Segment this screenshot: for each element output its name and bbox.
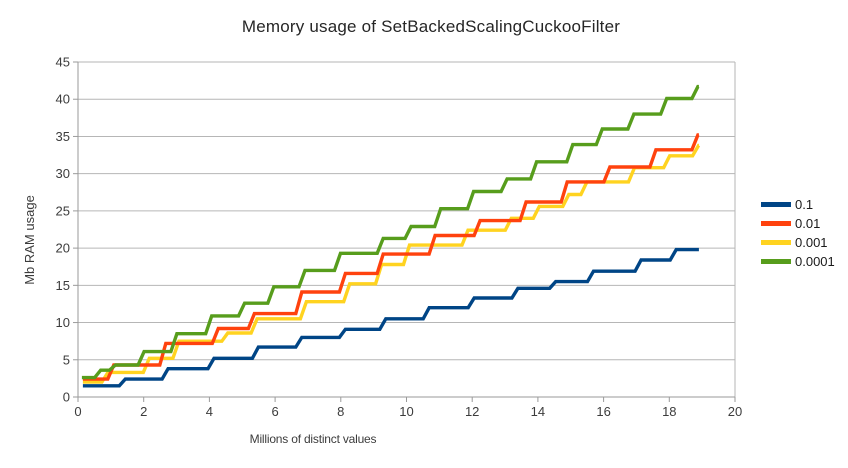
- series-line-0.0001: [81, 84, 700, 380]
- legend-item: 0.0001: [761, 254, 835, 269]
- svg-text:45: 45: [56, 55, 70, 70]
- legend-item: 0.001: [761, 235, 835, 250]
- legend-label: 0.0001: [795, 254, 835, 269]
- svg-text:25: 25: [56, 203, 70, 218]
- svg-text:6: 6: [271, 404, 278, 419]
- chart-title: Memory usage of SetBackedScalingCuckooFi…: [241, 17, 621, 36]
- legend-label: 0.1: [795, 197, 814, 212]
- legend-item: 0.01: [761, 216, 835, 231]
- svg-text:40: 40: [56, 92, 70, 107]
- tick-marks: [73, 61, 736, 402]
- series-line-0.1: [82, 247, 699, 388]
- svg-text:20: 20: [56, 241, 70, 256]
- svg-text:18: 18: [662, 404, 676, 419]
- svg-text:0: 0: [74, 404, 81, 419]
- svg-text:2: 2: [140, 404, 147, 419]
- svg-text:10: 10: [399, 404, 413, 419]
- svg-text:12: 12: [465, 404, 479, 419]
- legend-swatch-0.0001: [761, 259, 791, 264]
- svg-text:10: 10: [56, 315, 70, 330]
- svg-text:15: 15: [56, 278, 70, 293]
- legend-label: 0.001: [795, 235, 828, 250]
- legend-swatch-0.001: [761, 240, 791, 245]
- svg-text:20: 20: [728, 404, 742, 419]
- x-axis-title: Millions of distinct values: [249, 432, 377, 446]
- legend: 0.1 0.01 0.001 0.0001: [761, 197, 835, 269]
- legend-item: 0.1: [761, 197, 835, 212]
- svg-text:4: 4: [206, 404, 213, 419]
- svg-text:8: 8: [337, 404, 344, 419]
- svg-text:30: 30: [56, 166, 70, 181]
- series-line-0.001: [82, 143, 701, 384]
- series-line-0.01: [82, 133, 700, 381]
- svg-text:14: 14: [531, 404, 545, 419]
- svg-text:0: 0: [63, 390, 70, 405]
- legend-swatch-0.01: [761, 221, 791, 226]
- svg-text:16: 16: [596, 404, 610, 419]
- legend-label: 0.01: [795, 216, 821, 231]
- svg-text:5: 5: [63, 352, 70, 367]
- svg-text:35: 35: [56, 129, 70, 144]
- legend-swatch-0.1: [761, 202, 791, 207]
- tick-labels: 0 2 4 6 8 10 12 14 16 18 20 0 5 10 15 20 25 30 35 40 45: [56, 55, 743, 420]
- gridlines: [78, 61, 736, 397]
